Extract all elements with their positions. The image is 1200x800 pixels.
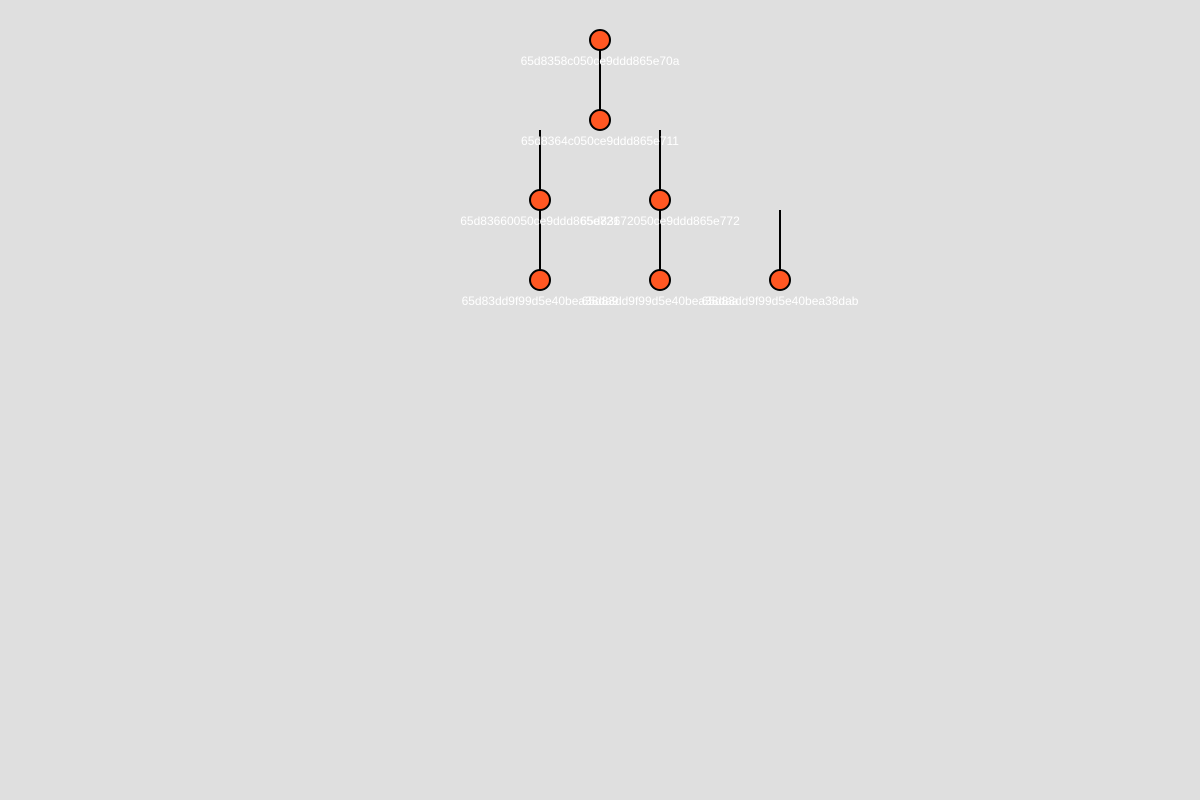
tree-node-label-5: 65d83dd9f99d5e40bea38daa bbox=[582, 294, 739, 308]
edges-layer bbox=[539, 40, 781, 280]
tree-node-label-2: 65d83660050ce9ddd865e721 bbox=[460, 214, 620, 228]
labels-layer: 65d8358c050ce9ddd865e70a 65d8364c050ce9dd… bbox=[460, 54, 858, 308]
tree-node-label-6: 65d83dd9f99d5e40bea38dab bbox=[702, 294, 859, 308]
tree-node-label-1: 65d8364c050ce9ddd865e711 bbox=[521, 134, 679, 148]
tree-node-4[interactable] bbox=[529, 269, 551, 291]
tree-node-2[interactable] bbox=[529, 189, 551, 211]
tree-node-5[interactable] bbox=[649, 269, 671, 291]
tree-node-1[interactable] bbox=[589, 109, 611, 131]
tree-node-0[interactable] bbox=[589, 29, 611, 51]
tree-node-label-4: 65d83dd9f99d5e40bea38da9 bbox=[462, 294, 619, 308]
tree-node-label-0: 65d8358c050ce9ddd865e70a bbox=[521, 54, 680, 68]
tree-node-label-3: 65d83672050ce9ddd865e772 bbox=[580, 214, 740, 228]
tree-node-6[interactable] bbox=[769, 269, 791, 291]
nodes-layer bbox=[529, 29, 791, 291]
tree-node-3[interactable] bbox=[649, 189, 671, 211]
